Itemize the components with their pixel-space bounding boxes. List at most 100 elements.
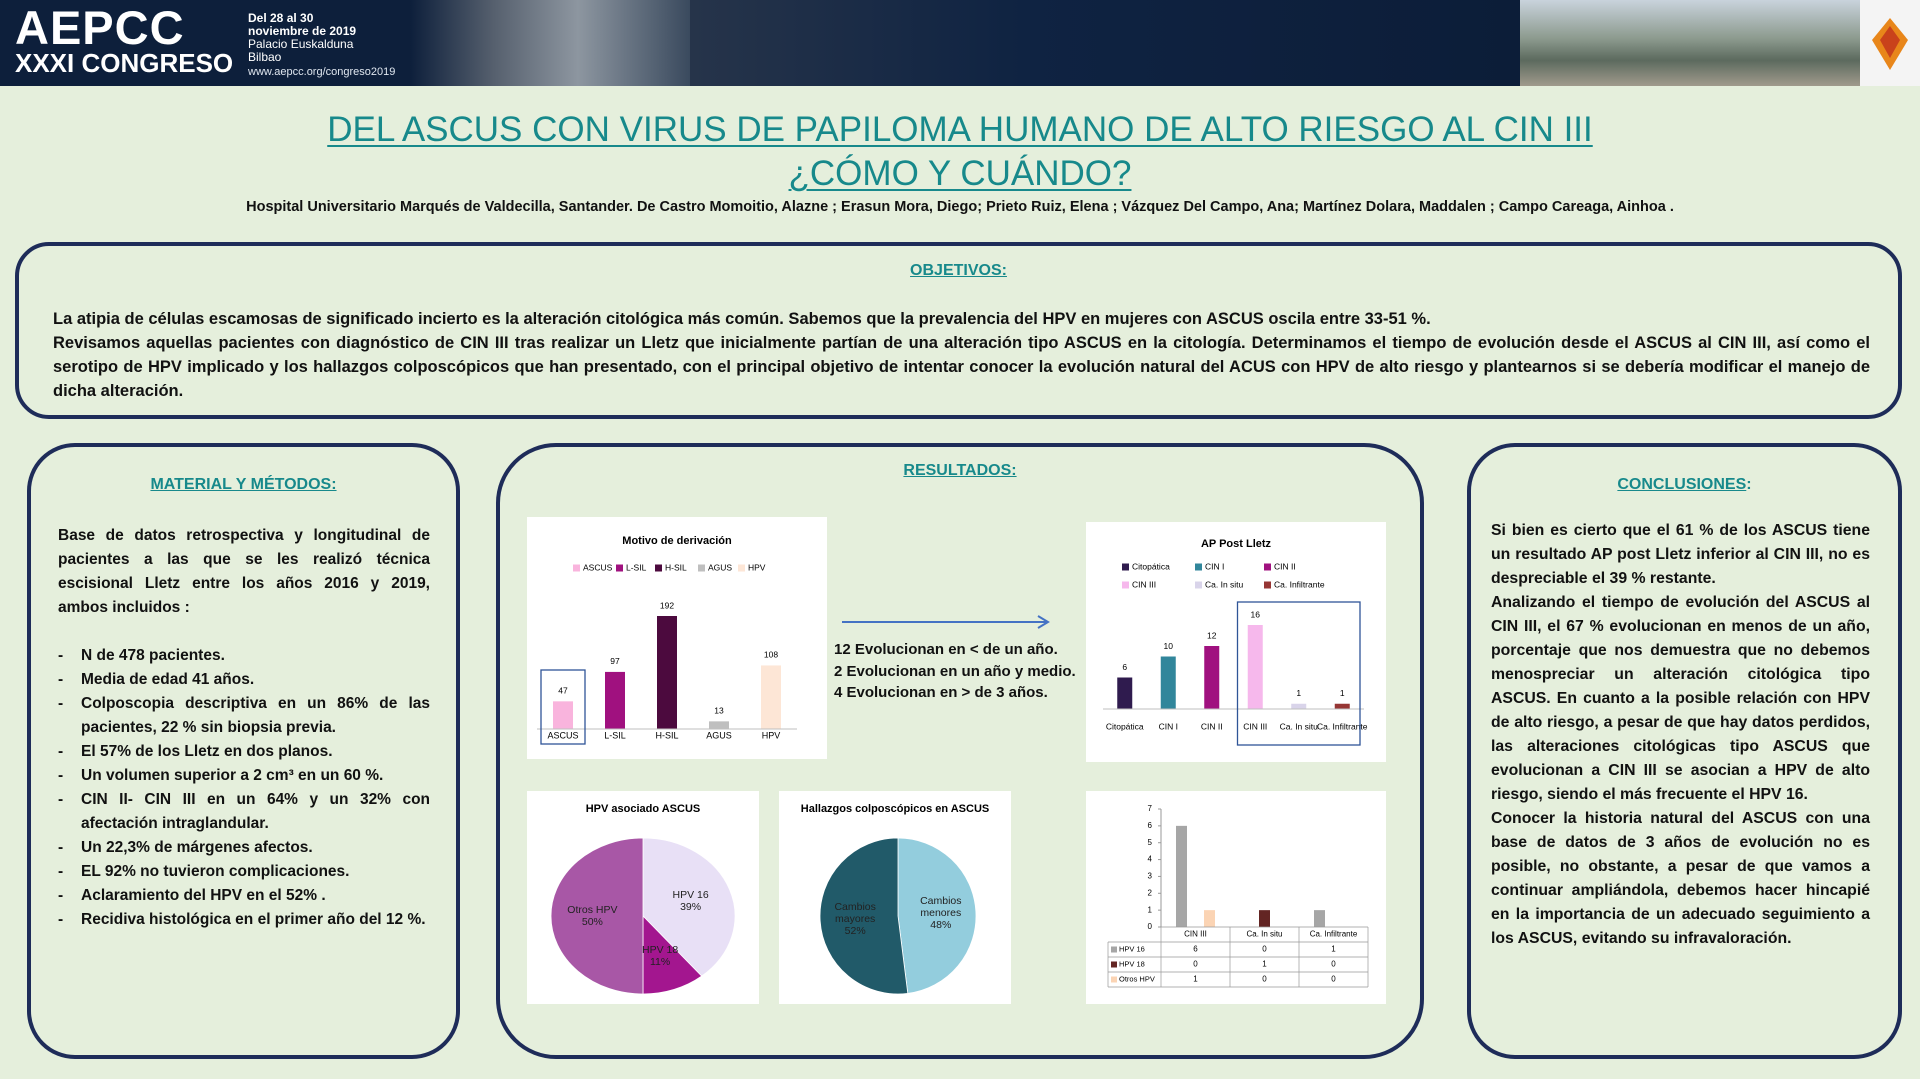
legend-key (698, 564, 705, 572)
value-label: 108 (764, 650, 778, 660)
y-tick-label: 7 (1148, 804, 1153, 813)
y-tick-label: 4 (1148, 855, 1153, 864)
list-item: Recidiva histológica en el primer año de… (58, 908, 430, 932)
objectives-box (15, 242, 1902, 419)
legend-key (573, 564, 580, 572)
evolution-line: 12 Evolucionan en < de un año. (834, 641, 1058, 658)
header-photo (410, 0, 690, 86)
x-tick-label: AGUS (706, 730, 732, 740)
x-tick-label: Ca. Infiltrante (1310, 930, 1358, 939)
value-label: 6 (1122, 662, 1127, 672)
x-tick-label: Ca. In situ (1280, 721, 1319, 731)
x-tick-label: CIN II (1201, 721, 1223, 731)
list-item: CIN II- CIN III en un 64% y un 32% con a… (58, 788, 430, 836)
header-date-line: Del 28 al 30 (248, 11, 314, 25)
highlight-box (540, 669, 586, 745)
legend-label: L-SIL (626, 562, 647, 572)
header-date-line: Palacio Euskalduna (248, 37, 354, 51)
slice-name: Cambios menores (920, 895, 962, 920)
slice-name: HPV 16 (672, 889, 709, 902)
bar (1160, 656, 1176, 709)
bar (1259, 910, 1270, 927)
paragraph: La atipia de células escamosas de signif… (53, 310, 1431, 328)
y-tick-label: 2 (1148, 888, 1153, 897)
bar (1291, 703, 1307, 709)
y-tick-label: 3 (1148, 872, 1153, 881)
poster-title: DEL ASCUS CON VIRUS DE PAPILOMA HUMANO D… (327, 110, 1593, 149)
header-url: www.aepcc.org/congreso2019 (248, 66, 396, 78)
results-box (496, 443, 1424, 1059)
bar (657, 616, 677, 729)
conclusions-box (1467, 443, 1902, 1059)
bar (605, 671, 625, 729)
header-banner: AEPCC XXXI CONGRESO Del 28 al 30 noviemb… (0, 0, 1920, 86)
legend-label: AGUS (708, 562, 732, 572)
list-item: El 57% de los Lletz en dos planos. (58, 740, 430, 764)
table-cell: 0 (1262, 945, 1267, 954)
table-cell: 1 (1193, 975, 1198, 984)
slice-name: Otros HPV (567, 904, 618, 916)
chart-title: HPV asociado ASCUS (586, 803, 701, 815)
legend-key (1111, 961, 1117, 968)
slice-name: Cambios mayores (834, 900, 876, 925)
legend-key (616, 564, 623, 572)
slice-label-box: HPV 18 11% (622, 932, 698, 980)
bar (1204, 910, 1215, 927)
paragraph: Conocer la historia natural del ASCUS co… (1491, 810, 1870, 947)
value-label: 1 (1340, 688, 1345, 698)
slice-label-box: HPV 16 39% (653, 877, 729, 925)
slice-value: 50% (581, 916, 603, 928)
x-tick-label: CIN III (1243, 721, 1267, 731)
header-congress: XXXI CONGRESO (15, 48, 234, 78)
list-item: Media de edad 41 años. (58, 668, 430, 692)
x-tick-label: L-SIL (604, 730, 626, 740)
header-logo-text: AEPCC (15, 1, 185, 54)
paragraph: Revisamos aquellas pacientes con diagnós… (53, 334, 1870, 400)
slice-value: 52% (844, 924, 866, 937)
x-tick-label: ASCUS (547, 730, 578, 740)
x-tick-label: CIN III (1184, 930, 1207, 939)
bar (1204, 646, 1220, 709)
value-label: 97 (610, 656, 620, 666)
x-tick-label: H-SIL (655, 730, 678, 740)
value-label: 10 (1164, 641, 1174, 651)
header-date-line: noviembre de 2019 (248, 24, 357, 38)
y-tick-label: 6 (1148, 821, 1153, 830)
table-cell: 1 (1262, 960, 1267, 969)
highlight-box (1236, 601, 1361, 746)
conclusions-text: Si bien es cierto que el 61 % de los ASC… (1491, 519, 1870, 951)
bar (761, 665, 781, 729)
legend-key (1264, 581, 1271, 589)
bar (553, 701, 573, 729)
pie-slice (642, 837, 736, 977)
x-tick-label: Citopática (1106, 721, 1144, 731)
bar (1247, 625, 1263, 709)
heading-colon: : (1746, 476, 1752, 493)
slice-label-box: Cambios mayores 52% (817, 895, 893, 943)
legend-key (1111, 976, 1117, 983)
list-item: N de 478 pacientes. (58, 644, 430, 668)
y-tick-label: 5 (1148, 838, 1153, 847)
table-cell: 0 (1331, 960, 1336, 969)
heading-text: OBJETIVOS: (910, 262, 1007, 279)
list-item: Un 22,3% de márgenes afectos. (58, 836, 430, 860)
list-item: Un volumen superior a 2 cm³ en un 60 %. (58, 764, 430, 788)
chart-title: AP Post Lletz (1201, 538, 1272, 550)
bar (1314, 910, 1325, 927)
chart: 0 1 2 3 4 5 6 7 CIN III Ca. In situ Ca. Infiltrant… (1086, 791, 1386, 1004)
header-photo (690, 0, 1520, 86)
evolution-line: 2 Evolucionan en un año y medio. (834, 662, 1076, 680)
pie-slice (550, 837, 644, 995)
table-cell: 6 (1193, 945, 1198, 954)
slice-label-box: Otros HPV 50% (554, 892, 630, 940)
pie-slice (819, 837, 909, 995)
legend-key (1195, 581, 1202, 589)
value-label: 16 (1251, 609, 1261, 619)
table-cell: 0 (1262, 975, 1267, 984)
legend-label: Citopática (1132, 561, 1170, 571)
